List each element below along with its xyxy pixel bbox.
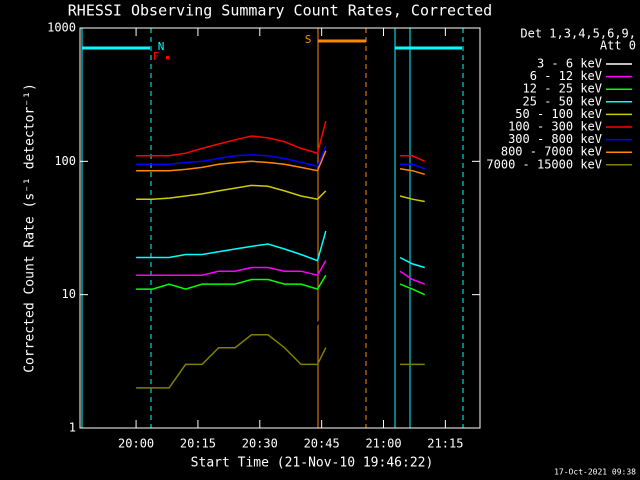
x-tick-label: 20:45 bbox=[304, 437, 340, 451]
series-line bbox=[136, 260, 425, 285]
series-line bbox=[136, 230, 425, 269]
chart-title: RHESSI Observing Summary Count Rates, Co… bbox=[68, 2, 492, 20]
y-tick-label: 100 bbox=[54, 154, 76, 168]
legend-title: Att 0 bbox=[600, 39, 636, 53]
legend-label: 25 - 50 keV bbox=[523, 94, 602, 108]
legend-label: 12 - 25 keV bbox=[523, 82, 602, 96]
legend-label: 50 - 100 keV bbox=[515, 107, 602, 121]
flag-dot bbox=[166, 56, 169, 59]
x-tick-label: 21:00 bbox=[365, 437, 401, 451]
series-line bbox=[136, 145, 425, 170]
x-tick-label: 20:00 bbox=[118, 437, 154, 451]
legend-label: 6 - 12 keV bbox=[530, 69, 602, 83]
x-tick-label: 20:15 bbox=[180, 437, 216, 451]
series-line bbox=[136, 121, 426, 162]
x-tick-label: 20:30 bbox=[242, 437, 278, 451]
series-line bbox=[136, 150, 425, 176]
x-axis-label: Start Time (21-Nov-10 19:46:22) bbox=[191, 456, 434, 471]
series-line bbox=[136, 274, 426, 296]
y-tick-label: 1 bbox=[69, 421, 76, 435]
footer: 17-Oct-2021 09:38 bbox=[554, 468, 636, 477]
legend-label: 100 - 300 keV bbox=[508, 120, 602, 134]
y-axis-label: Corrected Count Rate (s⁻¹ detector⁻¹) bbox=[23, 83, 38, 373]
y-tick-label: 1000 bbox=[47, 21, 76, 35]
y-tick-label: 10 bbox=[62, 287, 76, 301]
legend-label: 800 - 7000 keV bbox=[501, 145, 602, 159]
x-tick-label: 21:15 bbox=[427, 437, 463, 451]
legend-title: Det 1,3,4,5,6,9, bbox=[520, 27, 636, 41]
series-line bbox=[136, 184, 425, 203]
flag-label: N bbox=[158, 40, 165, 53]
legend-label: 7000 - 15000 keV bbox=[486, 157, 602, 171]
flag-label: S bbox=[305, 33, 312, 46]
series-line bbox=[136, 334, 425, 389]
legend-label: 3 - 6 keV bbox=[537, 57, 602, 71]
plot-frame bbox=[79, 27, 481, 429]
legend-label: 300 - 800 keV bbox=[508, 132, 602, 146]
flag-label: F bbox=[153, 50, 160, 63]
flag-markers: N F S bbox=[81, 28, 464, 428]
